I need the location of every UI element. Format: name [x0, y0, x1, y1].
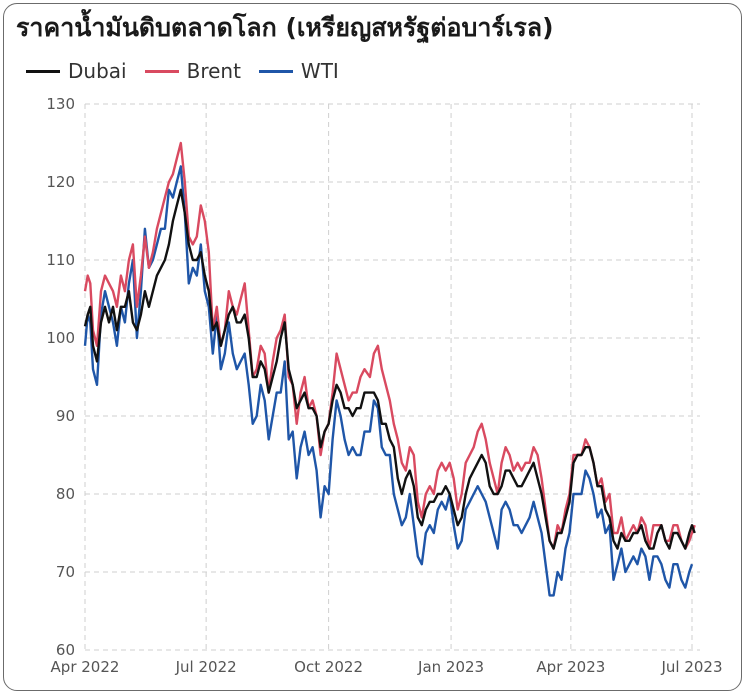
x-axis-ticks: Apr 2022 Jul 2022 Oct 2022 Jan 2023 Apr 2023…	[51, 658, 723, 676]
legend-label-brent: Brent	[186, 59, 241, 83]
legend-item-dubai[interactable]: Dubai	[26, 59, 127, 83]
legend-swatch-wti	[258, 69, 293, 73]
legend: Dubai Brent WTI	[26, 58, 357, 84]
chart-title: ราคาน้ำมันดิบตลาดโลก (เหรียญสหรัฐต่อบาร์…	[16, 13, 554, 42]
series-line-wti[interactable]	[83, 165, 694, 597]
x-tick-label: Apr 2022	[51, 658, 120, 676]
y-tick-label: 60	[56, 641, 75, 659]
y-axis-ticks: 60 70 80 90 100 110 120 130	[46, 95, 75, 659]
series-line-dubai[interactable]	[83, 188, 696, 550]
y-tick-label: 110	[46, 251, 75, 269]
x-tick-label: Oct 2022	[294, 658, 363, 676]
y-tick-label: 120	[46, 173, 75, 191]
legend-item-wti[interactable]: WTI	[258, 59, 339, 83]
y-tick-label: 80	[56, 485, 75, 503]
legend-label-dubai: Dubai	[68, 59, 127, 83]
x-tick-label: Jul 2022	[175, 658, 237, 676]
legend-item-brent[interactable]: Brent	[144, 59, 241, 83]
chart-card	[3, 3, 742, 691]
legend-label-wti: WTI	[300, 59, 339, 83]
series-lines	[83, 141, 696, 597]
grid-lines	[84, 103, 700, 651]
y-tick-label: 130	[46, 95, 75, 113]
y-tick-label: 70	[56, 563, 75, 581]
y-tick-label: 90	[56, 407, 75, 425]
legend-swatch-brent	[144, 69, 179, 73]
x-tick-label: Jan 2023	[417, 658, 484, 676]
y-tick-label: 100	[46, 329, 75, 347]
x-tick-label: Apr 2023	[536, 658, 605, 676]
legend-swatch-dubai	[26, 69, 60, 73]
x-tick-label: Jul 2023	[660, 658, 722, 676]
